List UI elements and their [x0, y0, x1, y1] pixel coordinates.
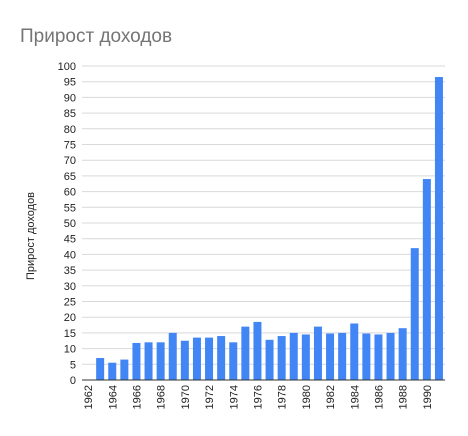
bar: [168, 332, 177, 380]
y-tick-label: 100: [58, 61, 76, 73]
y-tick-label: 90: [64, 92, 76, 104]
x-tick-label: 1978: [277, 385, 289, 409]
bar: [313, 326, 322, 380]
y-tick-label: 35: [64, 265, 76, 277]
x-tick-label: 1980: [301, 385, 313, 409]
x-tick-label: 1984: [349, 385, 361, 409]
bar: [422, 179, 431, 380]
bar: [96, 358, 105, 380]
bar: [132, 342, 141, 380]
bar: [410, 248, 419, 380]
y-tick-label: 65: [64, 171, 76, 183]
y-tick-label: 75: [64, 140, 76, 152]
bar: [241, 326, 250, 380]
x-tick-label: 1982: [325, 385, 337, 409]
bar: [326, 333, 335, 380]
x-tick-label: 1976: [252, 385, 264, 409]
y-tick-label: 40: [64, 249, 76, 261]
y-tick-label: 15: [64, 328, 76, 340]
y-tick-label: 0: [70, 375, 76, 387]
bar: [217, 336, 226, 380]
x-tick-label: 1972: [204, 385, 216, 409]
bar: [192, 337, 201, 380]
y-tick-label: 45: [64, 234, 76, 246]
x-tick-label: 1964: [107, 385, 119, 409]
bar: [229, 342, 238, 380]
bar: [180, 340, 189, 380]
bar: [253, 321, 262, 380]
bar: [301, 334, 310, 380]
bar: [289, 332, 298, 380]
bar: [108, 362, 117, 380]
bar: [350, 323, 359, 380]
bar: [205, 337, 214, 380]
bar: [120, 359, 129, 380]
y-tick-label: 70: [64, 155, 76, 167]
bar: [338, 332, 347, 380]
bar: [386, 332, 395, 380]
x-tick-label: 1990: [422, 385, 434, 409]
bar: [362, 333, 371, 380]
bar: [434, 76, 443, 381]
bar: [156, 342, 165, 380]
x-tick-label: 1986: [373, 385, 385, 409]
y-tick-label: 5: [70, 359, 76, 371]
x-tick-label: 1962: [83, 385, 95, 409]
y-tick-label: 25: [64, 297, 76, 309]
y-tick-label: 60: [64, 187, 76, 199]
bar: [374, 334, 383, 380]
chart-title: Прирост доходов: [20, 26, 172, 47]
bar: [398, 328, 407, 380]
x-tick-label: 1968: [156, 385, 168, 409]
x-tick-label: 1974: [228, 385, 240, 409]
y-tick-label: 10: [64, 344, 76, 356]
x-tick-label: 1988: [398, 385, 410, 409]
y-tick-label: 95: [64, 77, 76, 89]
y-tick-label: 85: [64, 108, 76, 120]
bar: [144, 342, 153, 380]
y-axis-label: Прирост доходов: [25, 192, 37, 280]
y-tick-label: 20: [64, 312, 76, 324]
x-tick-label: 1966: [131, 385, 143, 409]
y-tick-label: 50: [64, 218, 76, 230]
bar: [277, 336, 286, 380]
x-tick-label: 1970: [180, 385, 192, 409]
y-tick-label: 80: [64, 124, 76, 136]
y-tick-label: 30: [64, 281, 76, 293]
bar: [265, 339, 274, 380]
y-tick-label: 55: [64, 202, 76, 214]
